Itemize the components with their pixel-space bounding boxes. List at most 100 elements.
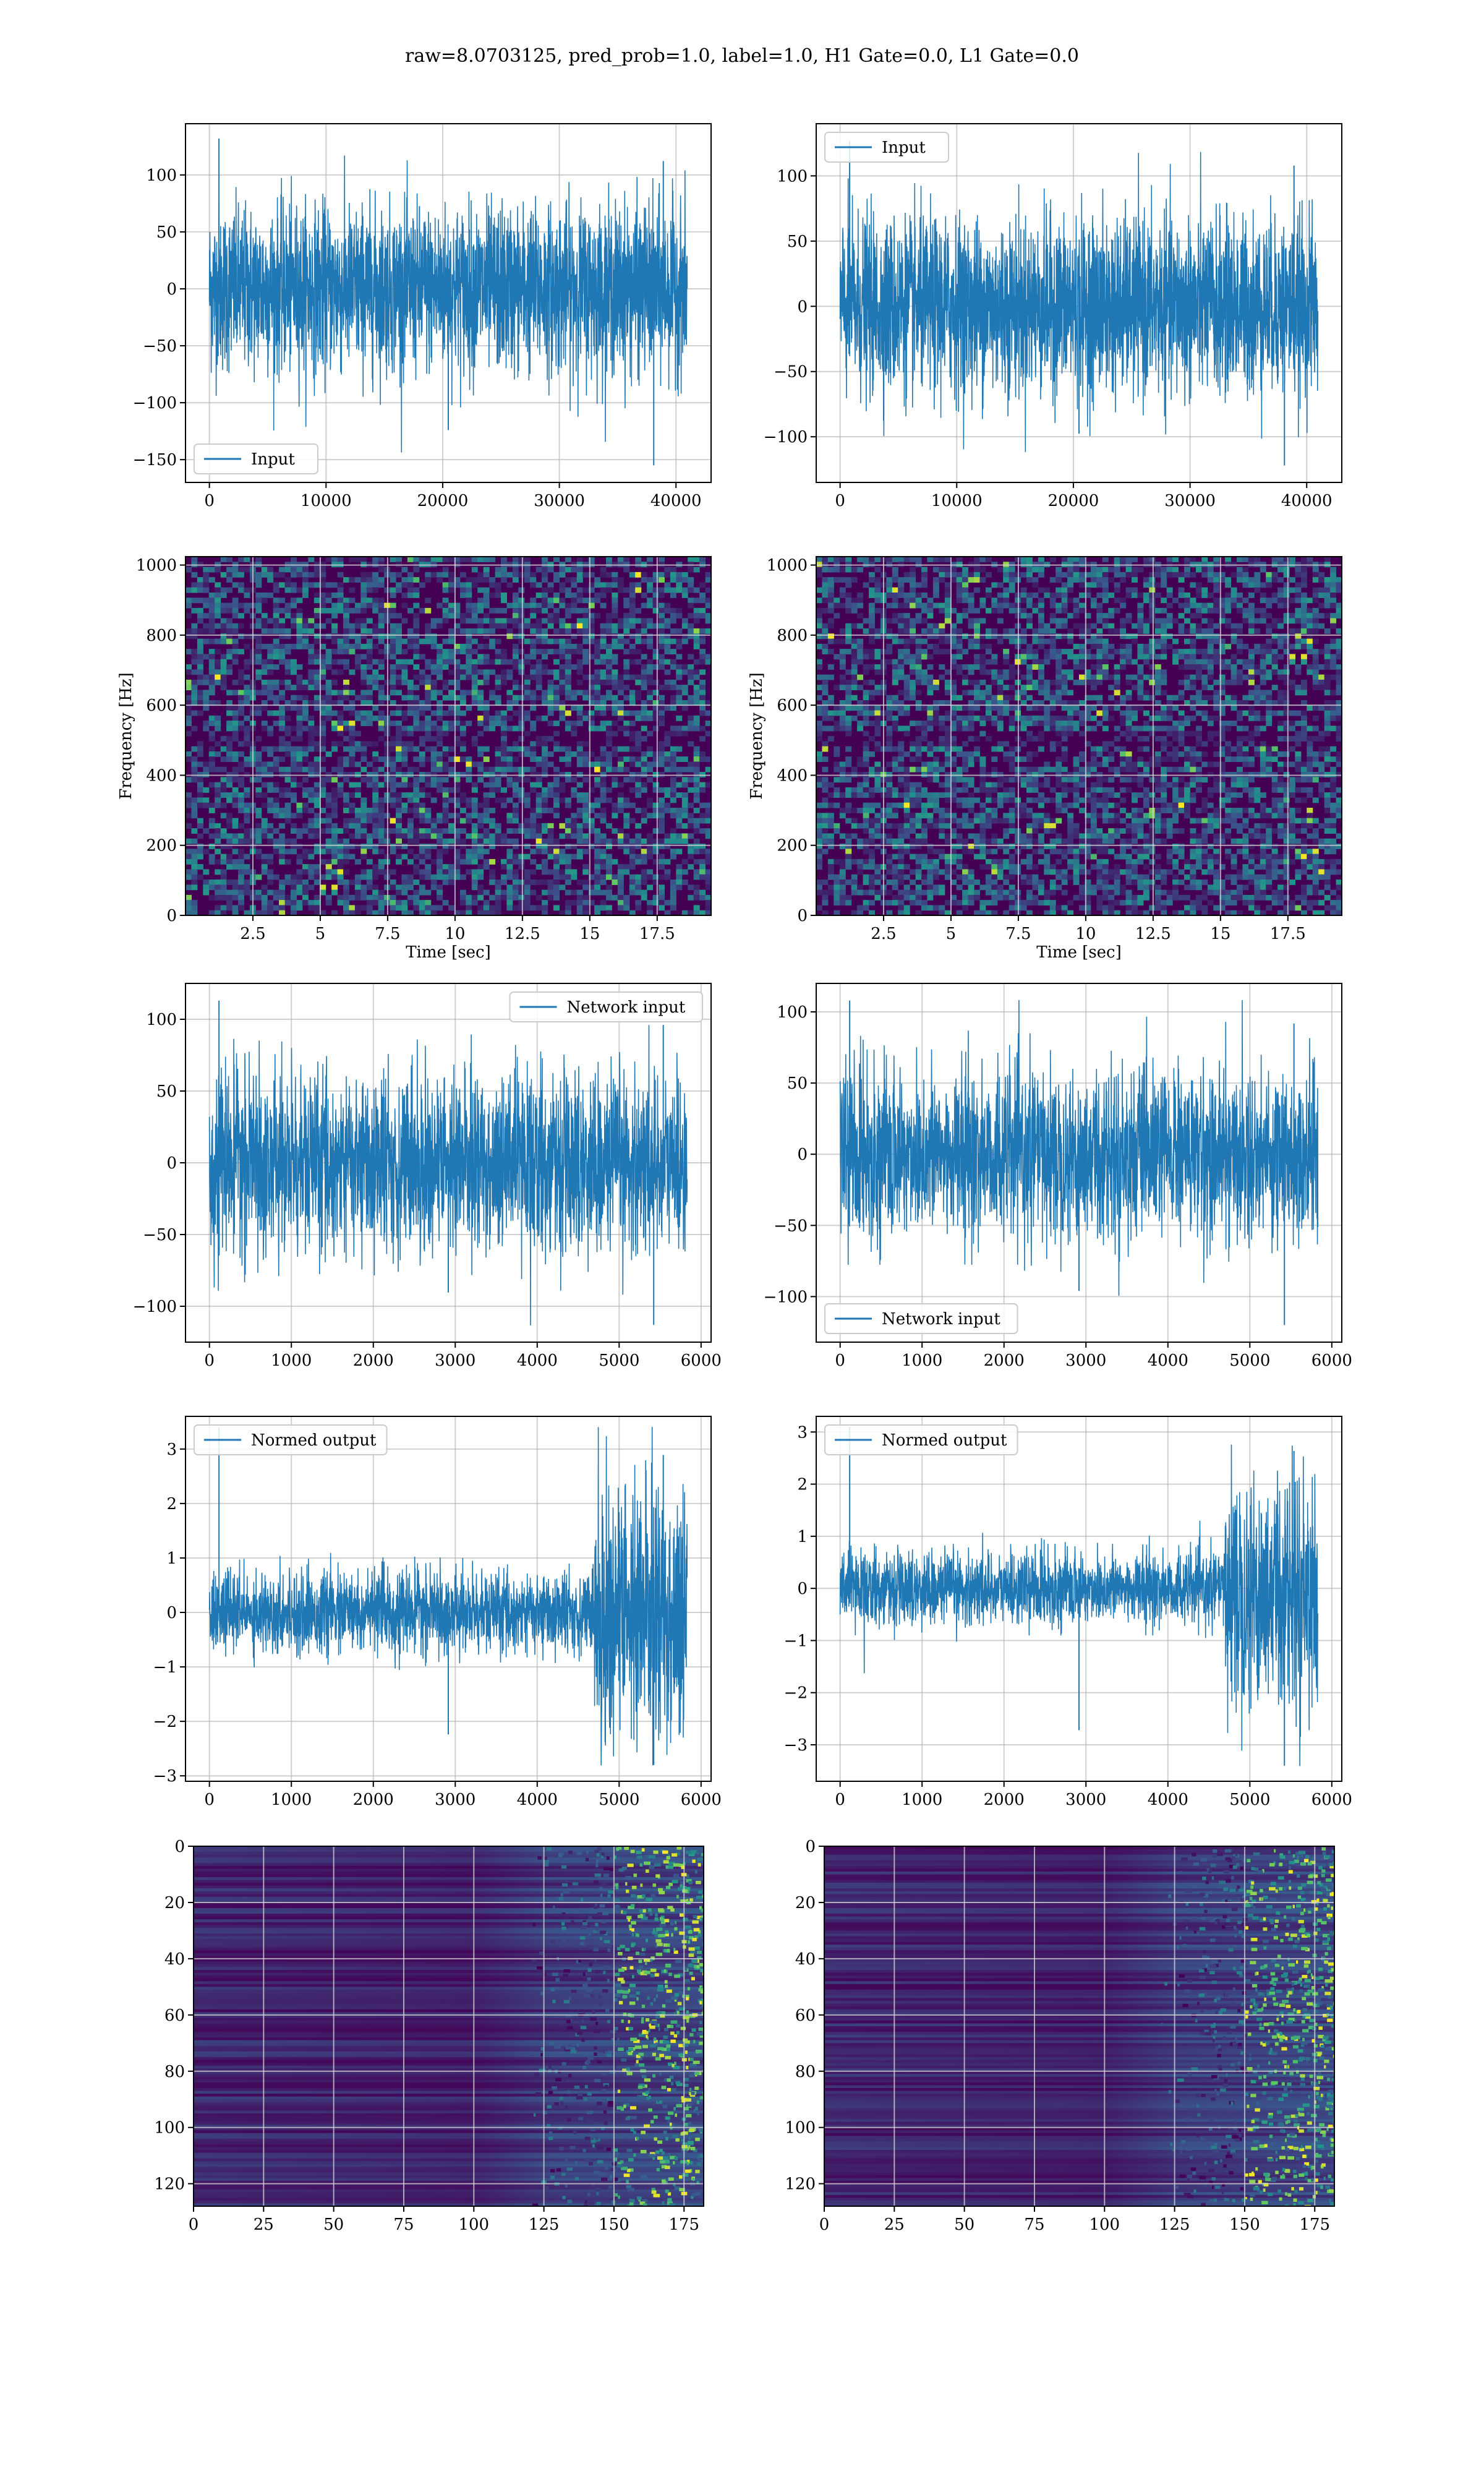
heatmap-cell bbox=[413, 838, 420, 844]
heatmap-cell bbox=[232, 818, 239, 824]
heatmap-cell bbox=[652, 874, 659, 880]
heatmap-cell bbox=[390, 654, 396, 660]
heatmap-cell bbox=[816, 813, 822, 819]
heatmap-cell bbox=[238, 833, 244, 839]
heatmap-cell bbox=[203, 567, 210, 573]
heatmap-cell bbox=[366, 587, 373, 593]
heatmap-cell bbox=[559, 654, 566, 660]
heatmap-cell bbox=[594, 874, 601, 880]
heatmap-cell bbox=[413, 787, 420, 793]
heatmap-cell bbox=[331, 884, 338, 891]
heatmap-cell bbox=[827, 874, 834, 880]
heatmap-cell bbox=[325, 710, 332, 716]
heatmap-cell bbox=[659, 607, 665, 614]
heatmap-cell bbox=[898, 700, 905, 706]
heatmap-cell bbox=[688, 602, 694, 609]
heatmap-cell bbox=[623, 746, 630, 752]
heatmap-cell bbox=[267, 685, 274, 690]
heatmap-cell bbox=[208, 613, 215, 618]
heatmap-cell bbox=[255, 828, 262, 834]
heatmap-cell bbox=[816, 674, 822, 680]
heatmap-cell bbox=[349, 802, 356, 808]
heatmap-cell bbox=[354, 787, 361, 793]
heatmap-cell bbox=[535, 669, 542, 675]
heatmap-cell bbox=[816, 705, 822, 711]
heatmap-cell bbox=[437, 874, 443, 880]
heatmap-cell bbox=[623, 613, 630, 618]
heatmap-cell bbox=[834, 613, 840, 618]
heatmap-cell bbox=[524, 833, 531, 839]
heatmap-cell bbox=[331, 633, 338, 640]
heatmap-cell bbox=[565, 721, 571, 726]
heatmap-cell bbox=[197, 654, 203, 660]
heatmap-cell bbox=[576, 557, 583, 562]
heatmap-cell bbox=[279, 649, 286, 654]
heatmap-cell bbox=[629, 649, 636, 654]
heatmap-cell bbox=[360, 587, 367, 593]
heatmap-cell bbox=[845, 628, 852, 634]
heatmap-cell bbox=[320, 623, 326, 629]
heatmap-cell bbox=[944, 900, 951, 905]
heatmap-cell bbox=[401, 761, 408, 768]
heatmap-cell bbox=[401, 679, 408, 685]
heatmap-cell bbox=[623, 597, 630, 604]
heatmap-cell bbox=[430, 679, 437, 685]
heatmap-cell bbox=[927, 792, 934, 798]
heatmap-cell bbox=[208, 649, 215, 654]
heatmap-cell bbox=[232, 797, 239, 803]
heatmap-cell bbox=[366, 874, 373, 880]
heatmap-cell bbox=[296, 643, 303, 649]
heatmap-cell bbox=[542, 864, 548, 870]
heatmap-cell bbox=[582, 797, 589, 803]
heatmap-cell bbox=[699, 864, 706, 870]
heatmap-cell bbox=[664, 766, 671, 773]
heatmap-cell bbox=[343, 844, 349, 849]
heatmap-cell bbox=[226, 664, 233, 670]
heatmap-cell bbox=[903, 844, 910, 849]
heatmap-cell bbox=[664, 659, 671, 665]
heatmap-cell bbox=[547, 669, 554, 675]
heatmap-cell bbox=[477, 818, 484, 824]
heatmap-cell bbox=[331, 746, 338, 752]
heatmap-cell bbox=[349, 669, 356, 675]
heatmap-cell bbox=[255, 889, 262, 896]
heatmap-cell bbox=[483, 700, 490, 706]
heatmap-cell bbox=[571, 664, 578, 670]
heatmap-cell bbox=[915, 726, 922, 732]
heatmap-cell bbox=[612, 674, 618, 680]
heatmap-cell bbox=[898, 905, 905, 911]
heatmap-cell bbox=[349, 557, 356, 562]
heatmap-cell bbox=[659, 587, 665, 593]
heatmap-cell bbox=[932, 849, 939, 855]
heatmap-cell bbox=[471, 838, 478, 844]
heatmap-cell bbox=[874, 746, 881, 752]
heatmap-cell bbox=[617, 864, 624, 870]
heatmap-cell bbox=[629, 736, 636, 742]
heatmap-cell bbox=[693, 685, 700, 690]
heatmap-cell bbox=[238, 782, 244, 788]
heatmap-cell bbox=[594, 690, 601, 696]
heatmap-cell bbox=[407, 638, 414, 644]
heatmap-cell bbox=[553, 721, 560, 726]
heatmap-cell bbox=[186, 869, 192, 875]
heatmap-cell bbox=[302, 695, 309, 701]
heatmap-cell bbox=[927, 889, 934, 896]
heatmap-cell bbox=[366, 782, 373, 788]
heatmap-cell bbox=[244, 818, 250, 824]
heatmap-cell bbox=[547, 849, 554, 855]
heatmap-cell bbox=[313, 746, 320, 752]
heatmap-cell bbox=[337, 792, 344, 798]
heatmap-cell bbox=[863, 618, 869, 624]
heatmap-cell bbox=[273, 782, 279, 788]
heatmap-cell bbox=[191, 869, 198, 875]
heatmap-cell bbox=[629, 730, 636, 737]
heatmap-cell bbox=[816, 633, 822, 640]
heatmap-cell bbox=[331, 690, 338, 696]
heatmap-cell bbox=[396, 679, 402, 685]
heatmap-cell bbox=[320, 715, 326, 721]
heatmap-cell bbox=[535, 674, 542, 680]
heatmap-cell bbox=[559, 746, 566, 752]
heatmap-cell bbox=[296, 884, 303, 891]
heatmap-cell bbox=[664, 792, 671, 798]
heatmap-cell bbox=[816, 884, 822, 891]
